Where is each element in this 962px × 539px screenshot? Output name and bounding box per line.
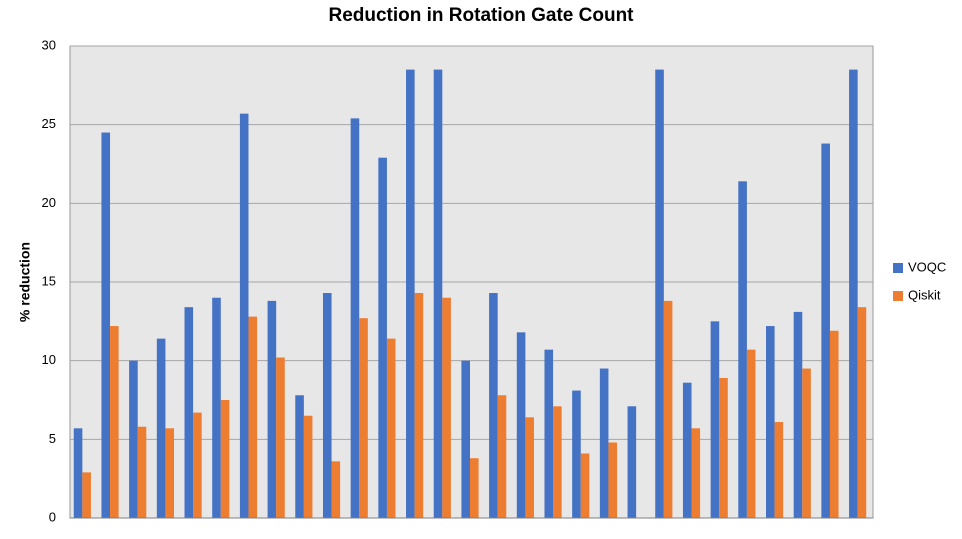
y-tick-label: 30 xyxy=(42,37,56,52)
legend-label: VOQC xyxy=(908,259,946,274)
bar xyxy=(655,69,664,518)
bar xyxy=(156,338,166,518)
bar xyxy=(774,422,784,518)
chart-title: Reduction in Rotation Gate Count xyxy=(328,5,634,26)
bar xyxy=(691,428,701,518)
bar xyxy=(378,157,387,518)
bar xyxy=(793,311,803,518)
bar xyxy=(165,428,174,518)
bar xyxy=(350,118,360,518)
bar xyxy=(738,181,747,518)
legend-label: Qiskit xyxy=(908,287,941,302)
bar xyxy=(359,318,368,518)
bar xyxy=(276,357,285,518)
bar xyxy=(248,316,258,518)
bar xyxy=(239,113,249,519)
bar xyxy=(184,307,194,518)
bar xyxy=(849,69,858,518)
bar xyxy=(599,368,609,518)
bar xyxy=(710,321,720,518)
bar xyxy=(461,360,470,518)
bar xyxy=(572,390,581,518)
bar xyxy=(193,412,202,518)
bar xyxy=(766,326,775,518)
y-tick-label: 0 xyxy=(49,509,56,524)
y-tick-label: 15 xyxy=(42,273,56,288)
bar xyxy=(544,349,554,518)
bar xyxy=(386,338,396,518)
bar xyxy=(802,368,811,518)
bar xyxy=(406,69,415,518)
bar xyxy=(331,461,341,518)
bar xyxy=(663,300,673,518)
bar xyxy=(829,330,839,518)
bar xyxy=(525,417,534,518)
bar xyxy=(497,395,507,518)
bar xyxy=(137,426,147,518)
bar xyxy=(608,442,618,518)
bar xyxy=(627,406,637,518)
y-axis-label: % reduction xyxy=(17,242,33,322)
bar xyxy=(857,307,867,518)
bar xyxy=(414,293,424,518)
legend-swatch xyxy=(893,291,903,301)
bar xyxy=(682,382,692,518)
bar xyxy=(580,453,590,518)
bar xyxy=(433,69,443,518)
y-tick-label: 5 xyxy=(49,431,56,446)
bar xyxy=(322,293,332,518)
bar xyxy=(129,360,138,518)
y-tick-label: 25 xyxy=(42,116,56,131)
bar xyxy=(821,143,830,518)
y-tick-label: 20 xyxy=(42,195,56,210)
bar xyxy=(442,297,451,518)
y-tick-label: 10 xyxy=(42,352,56,367)
bar xyxy=(719,377,728,518)
bar xyxy=(267,300,277,518)
bar xyxy=(303,415,313,518)
bar xyxy=(489,293,498,518)
bar xyxy=(553,406,562,518)
bar xyxy=(73,428,83,518)
bar xyxy=(110,326,119,518)
bar xyxy=(101,132,111,519)
bar xyxy=(470,458,479,518)
bar xyxy=(516,332,526,518)
bar xyxy=(82,472,91,518)
bar xyxy=(746,349,756,518)
bar xyxy=(220,400,230,518)
bar xyxy=(295,395,304,518)
legend-swatch xyxy=(893,263,903,273)
bar xyxy=(212,297,221,518)
